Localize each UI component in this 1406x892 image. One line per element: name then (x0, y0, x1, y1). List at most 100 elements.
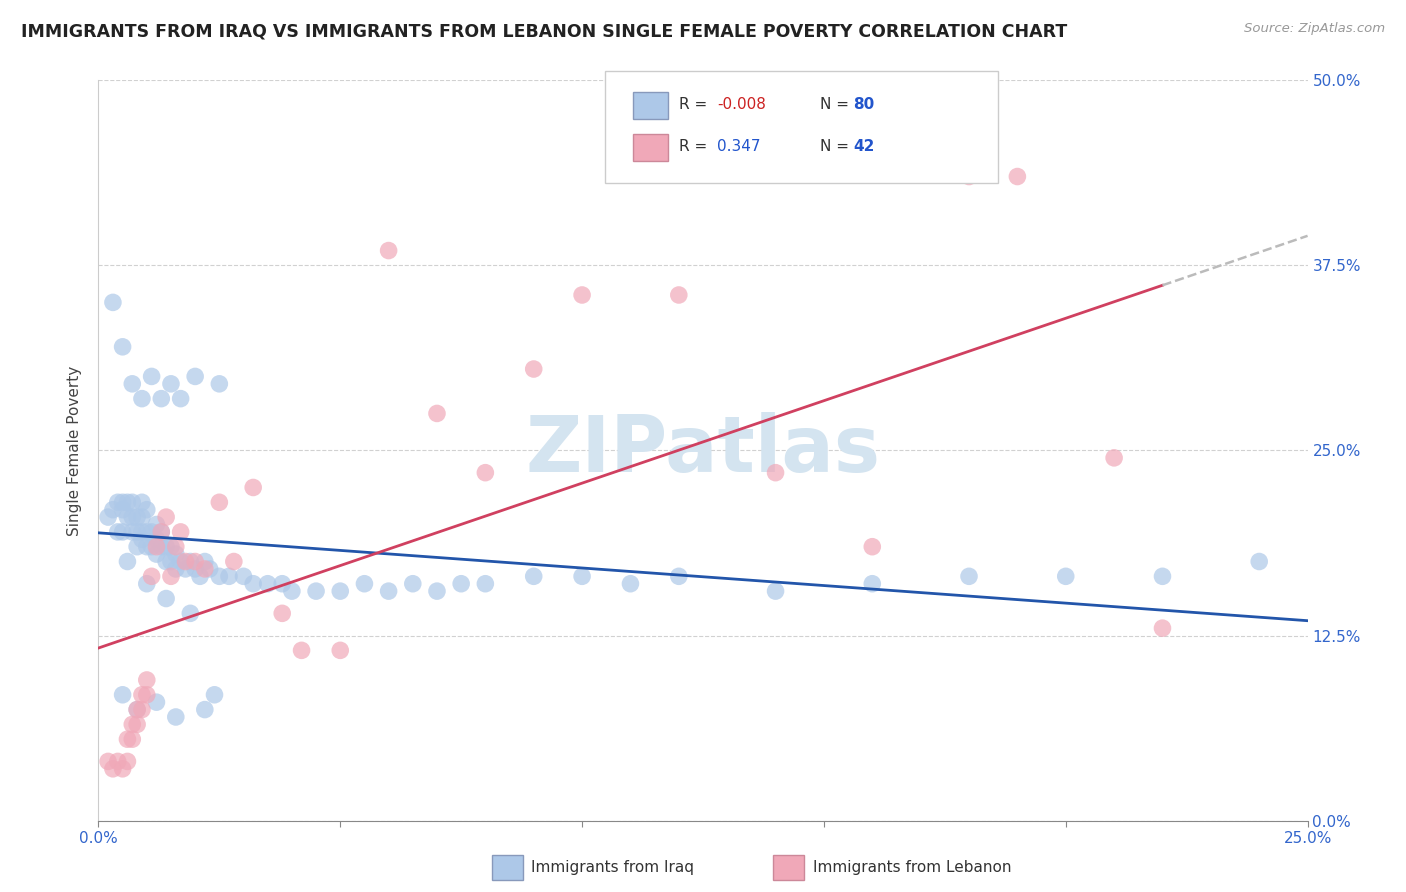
Point (194, 555, 217, 569)
Point (117, 510, 139, 524)
Point (1007, 169, 1029, 184)
Point (155, 555, 177, 569)
Point (97, 755, 120, 769)
Point (117, 755, 139, 769)
Point (174, 555, 197, 569)
Point (169, 524, 191, 539)
Point (1249, 555, 1271, 569)
Point (141, 569, 163, 583)
Point (305, 584, 328, 599)
Point (150, 392, 173, 406)
Point (242, 480, 264, 494)
Point (450, 576, 472, 591)
Point (198, 562, 221, 576)
Point (121, 524, 143, 539)
Point (111, 495, 134, 509)
Point (271, 607, 294, 621)
Point (426, 407, 449, 421)
Point (1054, 569, 1077, 583)
Text: 0.347: 0.347 (717, 139, 761, 153)
Point (135, 576, 157, 591)
Point (174, 562, 197, 576)
Point (131, 703, 153, 717)
Point (329, 643, 352, 657)
Point (218, 569, 240, 583)
Point (957, 169, 980, 184)
Point (127, 717, 149, 731)
Point (765, 584, 787, 599)
Point (127, 524, 149, 539)
Point (523, 569, 546, 583)
Point (101, 295, 124, 310)
Point (329, 584, 352, 599)
Point (426, 584, 449, 599)
Point (571, 288, 593, 302)
Point (117, 495, 139, 509)
Point (107, 755, 129, 769)
Text: N =: N = (820, 97, 853, 112)
Point (290, 643, 312, 657)
Text: -0.008: -0.008 (717, 97, 766, 112)
Point (135, 688, 157, 702)
Point (179, 555, 201, 569)
Point (619, 576, 641, 591)
Point (141, 369, 163, 384)
Point (117, 732, 139, 747)
Point (165, 562, 187, 576)
Point (111, 340, 134, 354)
Point (141, 524, 163, 539)
Point (377, 584, 399, 599)
Point (121, 376, 143, 391)
Point (474, 576, 496, 591)
Point (377, 244, 399, 258)
Point (208, 569, 231, 583)
Point (131, 495, 153, 509)
Point (194, 562, 217, 576)
Point (160, 569, 183, 583)
Point (474, 466, 496, 480)
Point (668, 569, 690, 583)
Point (127, 540, 149, 554)
Point (208, 376, 231, 391)
Point (232, 569, 254, 583)
Point (121, 510, 143, 524)
Point (184, 555, 207, 569)
Point (97, 510, 120, 524)
Point (150, 524, 173, 539)
Point (256, 576, 278, 591)
Point (127, 510, 149, 524)
Point (131, 533, 153, 547)
Point (160, 555, 183, 569)
Point (204, 688, 226, 702)
Point (150, 524, 173, 539)
Point (402, 576, 425, 591)
Point (165, 710, 187, 724)
Point (194, 703, 217, 717)
Point (765, 466, 787, 480)
Text: ZIPatlas: ZIPatlas (526, 412, 880, 489)
Point (111, 688, 134, 702)
Point (111, 524, 134, 539)
Point (571, 569, 593, 583)
Point (155, 510, 177, 524)
Text: R =: R = (679, 97, 713, 112)
Point (668, 288, 690, 302)
Point (131, 392, 153, 406)
Point (145, 517, 167, 532)
Text: 80: 80 (853, 97, 875, 112)
Point (155, 540, 177, 554)
Point (107, 524, 129, 539)
Point (523, 362, 546, 376)
Point (145, 695, 167, 709)
Point (135, 540, 157, 554)
Point (1152, 569, 1174, 583)
Point (860, 576, 883, 591)
Point (1102, 450, 1125, 465)
Text: Immigrants from Lebanon: Immigrants from Lebanon (813, 860, 1011, 874)
Point (145, 533, 167, 547)
Point (135, 502, 157, 516)
Point (1152, 621, 1174, 635)
Point (179, 607, 201, 621)
Point (160, 540, 183, 554)
Point (222, 555, 245, 569)
